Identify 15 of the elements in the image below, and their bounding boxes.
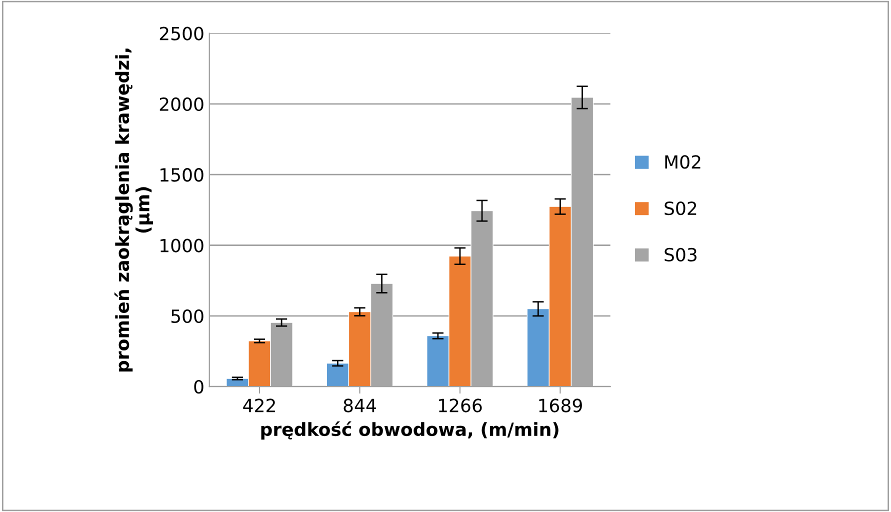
y-axis-title: promień zaokrąglenia krawędzi, (µm) [114,48,154,372]
legend-label: S02 [664,202,696,216]
y-tick-label: 500 [171,309,204,324]
legend-label: S03 [664,248,696,262]
x-tick-label: 1689 [539,398,582,412]
legend-label: M02 [665,155,700,169]
y-tick-label: 2000 [160,97,204,112]
y-tick-label: 0 [194,380,204,394]
x-tick-label: 1266 [438,398,482,412]
x-axis-title: prędkość obwodowa, (m/min) [261,421,558,440]
y-tick-label: 2500 [160,26,204,40]
x-tick-label: 422 [243,398,275,412]
y-tick-label: 1500 [160,168,204,182]
y-tick-label: 1000 [160,238,204,252]
x-tick-label: 844 [344,398,376,412]
